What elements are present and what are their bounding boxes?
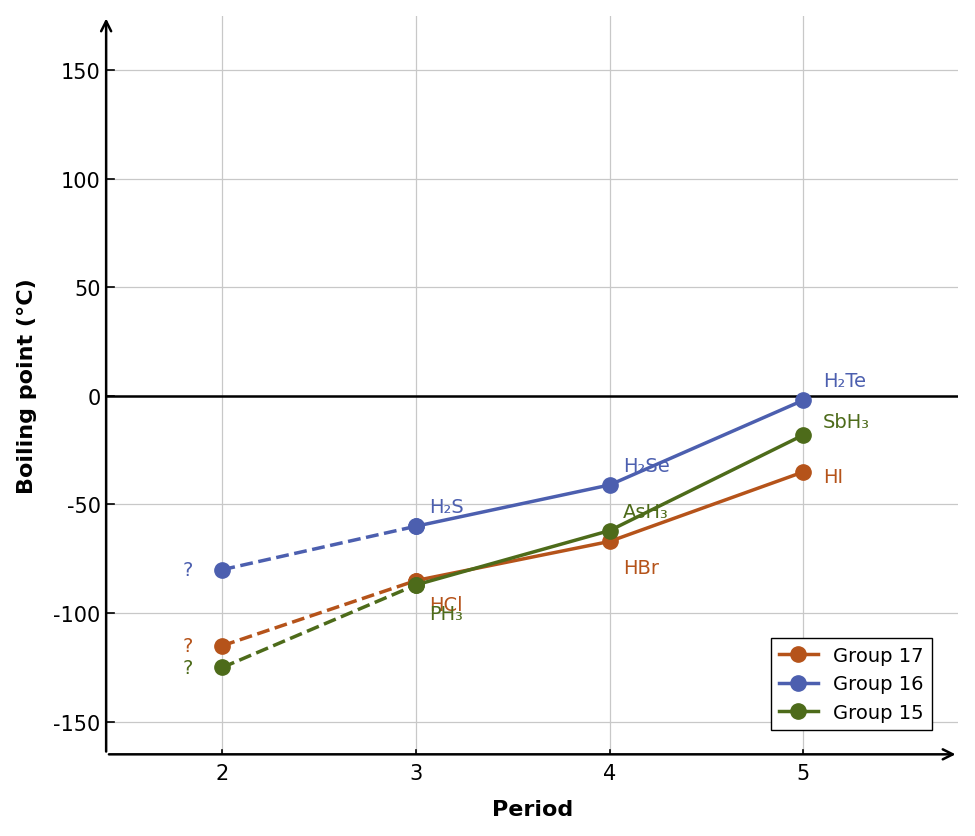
Text: H₂Te: H₂Te bbox=[823, 372, 866, 390]
X-axis label: Period: Period bbox=[491, 799, 573, 819]
Text: SbH₃: SbH₃ bbox=[823, 413, 870, 432]
Text: HI: HI bbox=[823, 467, 842, 487]
Text: HCl: HCl bbox=[430, 595, 463, 614]
Text: ?: ? bbox=[183, 560, 193, 579]
Y-axis label: Boiling point (°C): Boiling point (°C) bbox=[17, 278, 37, 493]
Text: PH₃: PH₃ bbox=[430, 604, 463, 623]
Text: H₂Se: H₂Se bbox=[623, 456, 670, 476]
Legend: Group 17, Group 16, Group 15: Group 17, Group 16, Group 15 bbox=[771, 638, 931, 730]
Text: ?: ? bbox=[183, 636, 193, 655]
Text: H₂S: H₂S bbox=[430, 497, 464, 517]
Text: ?: ? bbox=[183, 658, 193, 677]
Text: AsH₃: AsH₃ bbox=[623, 502, 669, 521]
Text: HBr: HBr bbox=[623, 558, 659, 578]
